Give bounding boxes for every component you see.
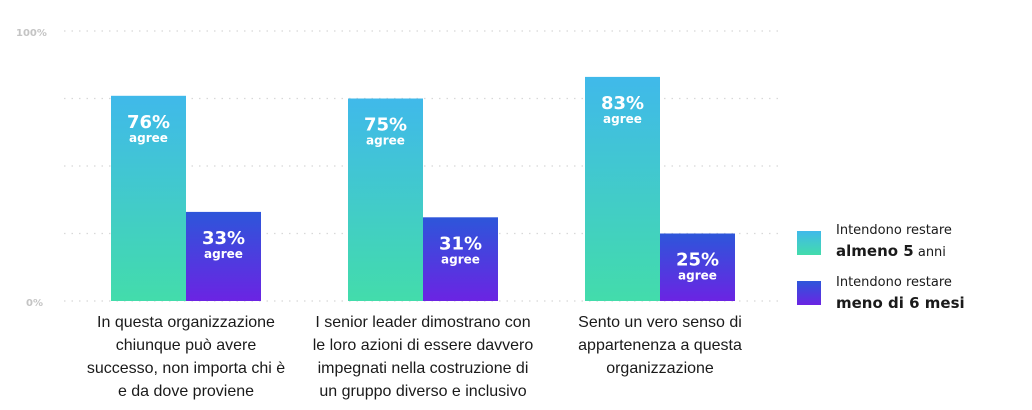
legend-series-1-bold: meno di 6 mesi (836, 294, 965, 312)
category-label-1: I senior leader dimostrano con le loro az… (298, 311, 548, 403)
bar-sublabel-series-0-cat-2: agree (603, 112, 642, 126)
category-label-1-line-0: I senior leader dimostrano con (315, 314, 531, 331)
legend-label-series-0: Intendono restare almeno 5 anni (836, 220, 952, 263)
bar-series-1-cat-2 (660, 233, 735, 301)
legend-swatch-series-0 (797, 231, 821, 255)
y-tick-label-0: 0% (26, 298, 43, 309)
y-tick-label-100: 100% (16, 28, 47, 39)
bar-sublabel-series-1-cat-1: agree (441, 252, 480, 266)
bar-series-1-cat-0 (186, 211, 261, 301)
category-label-1-line-1: le loro azioni di essere davvero (312, 337, 534, 354)
category-label-2: Sento un vero senso di appartenenza a que… (535, 311, 785, 380)
category-label-0-line-3: e da dove proviene (117, 383, 255, 400)
category-label-2-line-0: Sento un vero senso di (578, 314, 742, 331)
category-label-1-line-2: impegnati nella costruzione di (317, 360, 529, 377)
bar-value-label-series-0-cat-2: 83% (601, 93, 644, 114)
legend-series-0-suffix: anni (913, 245, 946, 260)
bar-value-label-series-1-cat-1: 31% (439, 233, 482, 254)
bar-series-0-cat-1 (348, 98, 423, 301)
bar-value-label-series-0-cat-1: 75% (364, 115, 407, 136)
bar-value-label-series-0-cat-0: 76% (127, 112, 170, 133)
category-label-2-line-2: organizzazione (606, 360, 714, 377)
bar-value-label-series-1-cat-2: 25% (676, 250, 719, 271)
category-label-0-line-0: In questa organizzazione (97, 314, 275, 331)
bar-sublabel-series-1-cat-0: agree (204, 247, 243, 261)
bar-series-0-cat-2 (585, 76, 660, 302)
legend-series-0-line1: Intendono restare (836, 223, 952, 238)
legend-label-series-1: Intendono restare meno di 6 mesi (836, 272, 965, 315)
category-label-0-line-1: chiunque può avere (115, 337, 257, 354)
bar-sublabel-series-0-cat-1: agree (366, 134, 405, 148)
category-label-1-line-3: un gruppo diverso e inclusivo (319, 383, 527, 400)
category-label-0-line-2: successo, non importa chi è (86, 360, 286, 377)
bar-series-1-cat-1 (423, 217, 498, 301)
bar-series-0-cat-0 (111, 95, 186, 301)
bar-sublabel-series-1-cat-2: agree (678, 269, 717, 283)
category-label-2-line-1: appartenenza a questa (578, 337, 742, 354)
legend-swatch-series-1 (797, 281, 821, 305)
bar-sublabel-series-0-cat-0: agree (129, 131, 168, 145)
legend-series-0-bold: almeno 5 (836, 242, 914, 260)
category-label-0: In questa organizzazione chiunque può ave… (61, 311, 311, 403)
bar-value-label-series-1-cat-0: 33% (202, 228, 245, 249)
legend-series-1-line1: Intendono restare (836, 275, 952, 290)
